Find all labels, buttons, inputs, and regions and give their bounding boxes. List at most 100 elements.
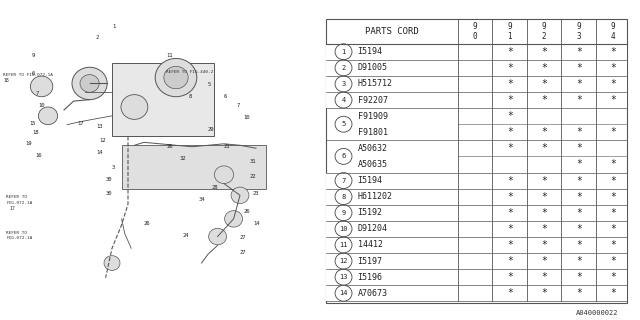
Bar bbox=[326, 172, 627, 188]
Text: 8: 8 bbox=[189, 94, 192, 99]
Text: 7: 7 bbox=[341, 178, 346, 184]
Text: I5196: I5196 bbox=[358, 273, 383, 282]
Circle shape bbox=[335, 285, 352, 301]
Text: 13: 13 bbox=[96, 124, 102, 129]
Text: 14: 14 bbox=[339, 290, 348, 296]
Text: PARTS CORD: PARTS CORD bbox=[365, 27, 419, 36]
Text: A50632: A50632 bbox=[358, 144, 388, 153]
Text: H515712: H515712 bbox=[358, 79, 392, 88]
Text: *: * bbox=[611, 63, 616, 73]
Text: 11: 11 bbox=[339, 242, 348, 248]
Circle shape bbox=[225, 211, 243, 227]
Text: FIG.072-1A: FIG.072-1A bbox=[6, 236, 33, 241]
Text: *: * bbox=[541, 208, 547, 218]
Text: 9
4: 9 4 bbox=[611, 22, 616, 41]
Text: *: * bbox=[541, 272, 547, 282]
Text: *: * bbox=[611, 192, 616, 202]
Text: *: * bbox=[507, 224, 513, 234]
Text: REFER TO FIG.440-2: REFER TO FIG.440-2 bbox=[166, 70, 214, 74]
Circle shape bbox=[335, 237, 352, 253]
Text: *: * bbox=[541, 288, 547, 298]
Text: 9
2: 9 2 bbox=[542, 22, 547, 41]
Circle shape bbox=[335, 44, 352, 60]
Bar bbox=[326, 253, 627, 269]
Text: 14412: 14412 bbox=[358, 240, 383, 250]
Text: *: * bbox=[507, 47, 513, 57]
Circle shape bbox=[335, 269, 352, 285]
Text: A50635: A50635 bbox=[358, 160, 388, 169]
Text: *: * bbox=[507, 176, 513, 186]
Text: REFER TO: REFER TO bbox=[6, 231, 28, 235]
Circle shape bbox=[335, 189, 352, 204]
Text: *: * bbox=[507, 240, 513, 250]
Bar bbox=[326, 237, 627, 253]
Text: *: * bbox=[541, 143, 547, 153]
Text: 18: 18 bbox=[3, 78, 9, 83]
Text: 9: 9 bbox=[341, 210, 346, 216]
Text: 3: 3 bbox=[341, 81, 346, 87]
Circle shape bbox=[38, 107, 58, 125]
Text: *: * bbox=[576, 176, 582, 186]
Text: *: * bbox=[576, 95, 582, 105]
Text: 26: 26 bbox=[243, 209, 250, 214]
Text: REFER TO FIG.072-1A: REFER TO FIG.072-1A bbox=[3, 73, 53, 77]
Text: 3: 3 bbox=[112, 165, 115, 170]
Circle shape bbox=[335, 148, 352, 164]
Text: 30: 30 bbox=[106, 191, 112, 196]
Text: 10: 10 bbox=[38, 103, 45, 108]
Circle shape bbox=[335, 172, 352, 188]
Text: 7: 7 bbox=[35, 91, 38, 96]
Text: 2: 2 bbox=[341, 65, 346, 71]
Circle shape bbox=[80, 75, 99, 92]
Text: 21: 21 bbox=[224, 144, 230, 149]
Text: D91204: D91204 bbox=[358, 224, 388, 233]
Text: 32: 32 bbox=[179, 156, 186, 161]
Circle shape bbox=[164, 66, 188, 89]
Text: *: * bbox=[507, 208, 513, 218]
Text: 6: 6 bbox=[224, 94, 227, 99]
Text: I5194: I5194 bbox=[358, 47, 383, 56]
Text: H611202: H611202 bbox=[358, 192, 392, 201]
Text: *: * bbox=[541, 63, 547, 73]
Text: *: * bbox=[611, 47, 616, 57]
Circle shape bbox=[335, 92, 352, 108]
Text: *: * bbox=[611, 288, 616, 298]
Text: 16: 16 bbox=[35, 153, 42, 158]
Text: 12: 12 bbox=[99, 138, 106, 143]
Circle shape bbox=[335, 221, 352, 237]
Text: *: * bbox=[541, 95, 547, 105]
Text: I5197: I5197 bbox=[358, 257, 383, 266]
Text: 4: 4 bbox=[341, 97, 346, 103]
Text: *: * bbox=[507, 272, 513, 282]
Text: 9
0: 9 0 bbox=[473, 22, 477, 41]
Text: 10: 10 bbox=[243, 115, 250, 120]
Text: *: * bbox=[576, 256, 582, 266]
Text: 10: 10 bbox=[339, 226, 348, 232]
Text: 1: 1 bbox=[341, 49, 346, 55]
Text: *: * bbox=[611, 176, 616, 186]
Text: *: * bbox=[611, 240, 616, 250]
Text: *: * bbox=[576, 224, 582, 234]
Bar bbox=[326, 44, 627, 60]
Text: *: * bbox=[611, 272, 616, 282]
Text: 9
3: 9 3 bbox=[577, 22, 581, 41]
Text: *: * bbox=[576, 79, 582, 89]
Text: *: * bbox=[541, 47, 547, 57]
Text: *: * bbox=[507, 95, 513, 105]
Text: 22: 22 bbox=[250, 174, 256, 179]
Text: I5192: I5192 bbox=[358, 208, 383, 217]
Text: 7: 7 bbox=[237, 103, 240, 108]
FancyBboxPatch shape bbox=[122, 145, 266, 189]
Bar bbox=[326, 285, 627, 301]
Text: 5: 5 bbox=[341, 121, 346, 127]
Text: I5194: I5194 bbox=[358, 176, 383, 185]
Text: *: * bbox=[541, 224, 547, 234]
Circle shape bbox=[31, 76, 52, 97]
Text: *: * bbox=[507, 111, 513, 121]
Text: 17: 17 bbox=[77, 121, 83, 126]
Bar bbox=[326, 92, 627, 108]
Text: *: * bbox=[576, 240, 582, 250]
Text: *: * bbox=[611, 256, 616, 266]
Text: 30: 30 bbox=[106, 177, 112, 182]
Bar bbox=[326, 60, 627, 76]
